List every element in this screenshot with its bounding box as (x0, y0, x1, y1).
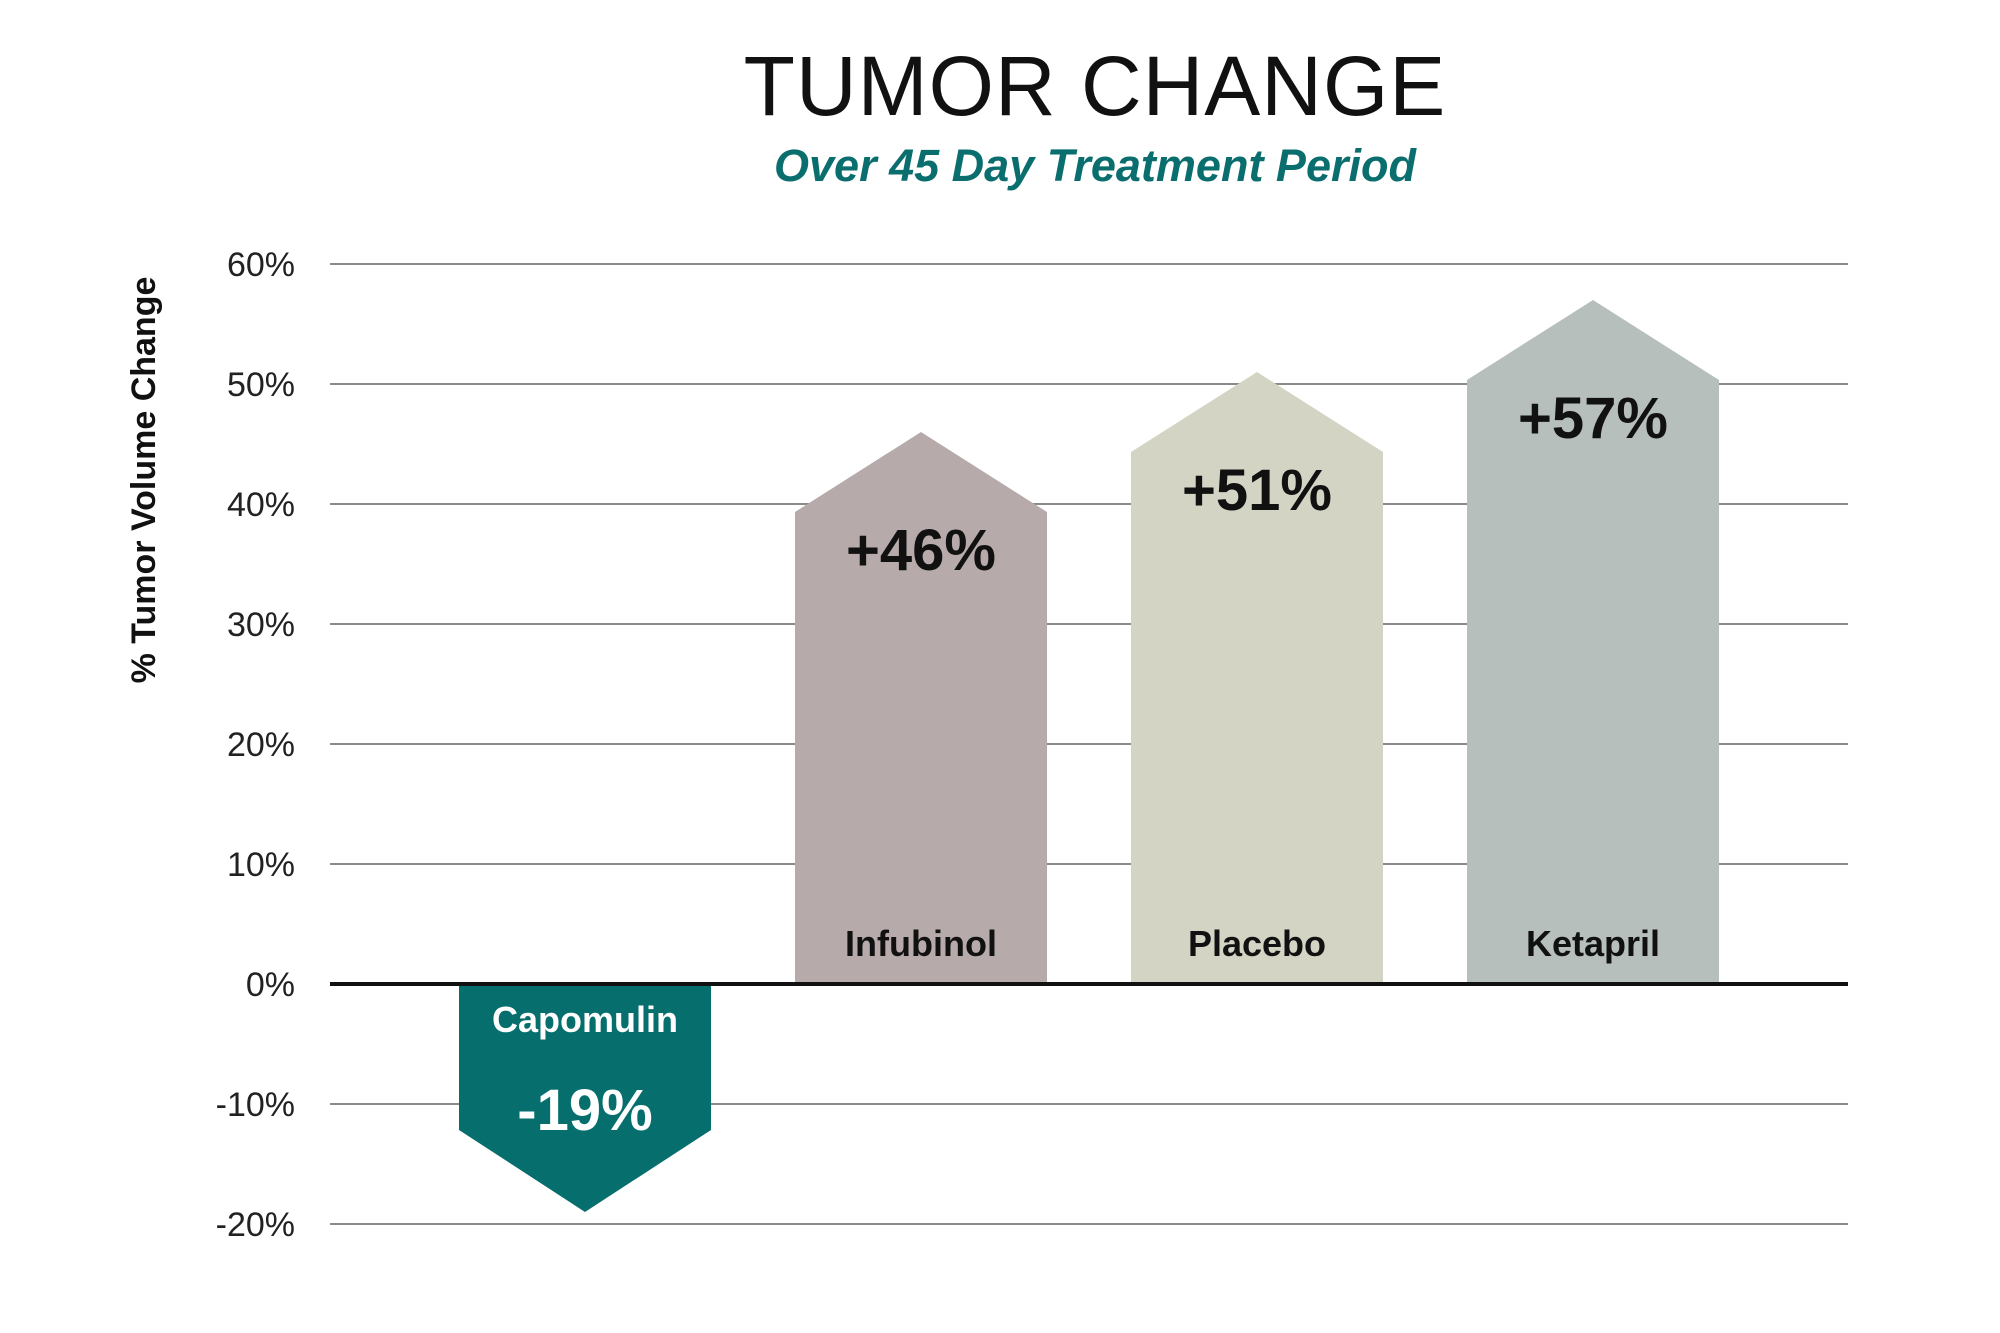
category-label: Capomulin (492, 999, 678, 1040)
y-tick-labels: 60% 50% 40% 30% 20% 10% 0% -10% -20% (216, 246, 295, 1244)
category-label: Infubinol (845, 923, 997, 964)
category-label: Ketapril (1526, 923, 1660, 964)
bar-ketapril (1467, 300, 1719, 984)
value-label: +46% (846, 518, 996, 583)
bars (459, 300, 1719, 1212)
y-tick-label: 30% (227, 606, 295, 644)
y-axis-label: % Tumor Volume Change (125, 277, 163, 684)
y-tick-label: 50% (227, 366, 295, 404)
y-tick-label: 20% (227, 726, 295, 764)
value-label: -19% (517, 1078, 652, 1143)
category-label: Placebo (1188, 923, 1326, 964)
chart-title: TUMOR CHANGE (743, 39, 1447, 133)
bar-infubinol (795, 432, 1047, 984)
value-label: +57% (1518, 386, 1668, 451)
bar-placebo (1131, 372, 1383, 984)
bar-labels: Capomulin -19% Infubinol +46% Placebo +51% Ket… (492, 386, 1668, 1143)
y-tick-label: 40% (227, 486, 295, 524)
value-label: +51% (1182, 458, 1332, 523)
y-tick-label: 10% (227, 846, 295, 884)
bar-capomulin (459, 984, 711, 1212)
chart-subtitle: Over 45 Day Treatment Period (774, 140, 1416, 191)
y-tick-label: 0% (246, 966, 295, 1004)
y-tick-label: -20% (216, 1206, 295, 1244)
y-tick-label: 60% (227, 246, 295, 284)
y-tick-label: -10% (216, 1086, 295, 1124)
